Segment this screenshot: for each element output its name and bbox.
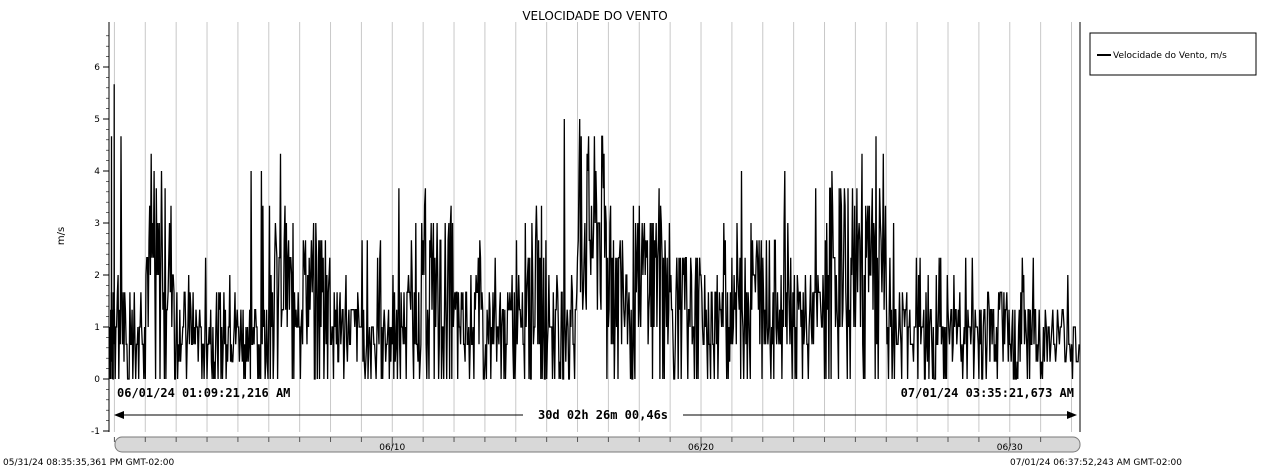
y-tick-label: 3 <box>94 219 100 229</box>
span-arrow-right-head <box>1067 411 1077 419</box>
range-end-label: 07/01/24 06:37:52,243 AM GMT-02:00 <box>1010 458 1182 468</box>
cursor-right-label: 07/01/24 03:35:21,673 AM <box>901 386 1074 400</box>
y-tick-label: -1 <box>91 427 100 437</box>
series-line <box>109 84 1080 380</box>
y-axis-label: m/s <box>56 227 67 245</box>
chart-title: VELOCIDADE DO VENTO <box>522 9 667 23</box>
y-tick-label: 0 <box>94 375 100 385</box>
x-tick-label: 06/10 <box>379 443 405 453</box>
x-tick-label: 06/20 <box>688 443 714 453</box>
legend-label: Velocidade do Vento, m/s <box>1113 51 1227 61</box>
y-tick-label: 4 <box>94 167 100 177</box>
span-label: 30d 02h 26m 00,46s <box>538 408 668 422</box>
legend-box <box>1089 32 1257 76</box>
y-axis-ticks: -1 0 1 2 3 4 5 6 <box>91 35 109 437</box>
cursor-left-label: 06/01/24 01:09:21,216 AM <box>117 386 290 400</box>
timeline-scrollbar[interactable] <box>114 436 1081 453</box>
y-tick-label: 1 <box>94 323 100 333</box>
range-start-label: 05/31/24 08:35:35,361 PM GMT-02:00 <box>3 458 175 468</box>
y-tick-label: 5 <box>94 115 100 125</box>
series-velocidade-do-vento <box>109 84 1080 380</box>
y-tick-label: 2 <box>94 271 100 281</box>
span-arrow-left-head <box>114 411 124 419</box>
x-tick-label: 06/30 <box>997 443 1023 453</box>
x-axis-ticks: 06/10 06/20 06/30 <box>113 437 1042 453</box>
y-tick-label: 6 <box>94 63 100 73</box>
